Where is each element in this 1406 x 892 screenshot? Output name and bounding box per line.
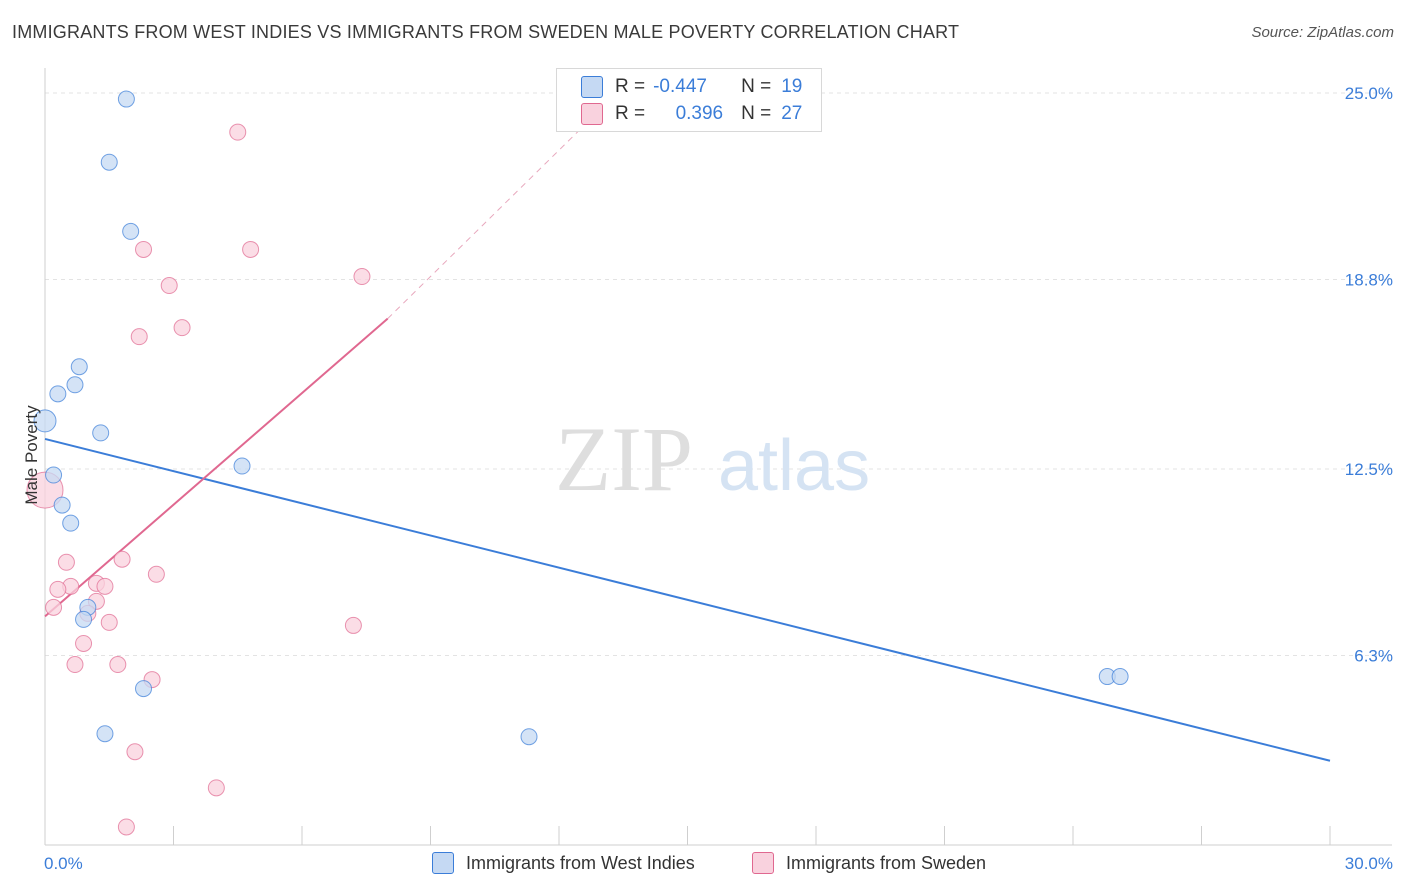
legend-n-value: 27 [781, 103, 803, 124]
y-axis-label: Male Poverty [22, 405, 41, 505]
trend-line-sweden-extension [387, 107, 603, 319]
legend-item-sweden[interactable]: Immigrants from Sweden [752, 852, 986, 874]
point-west-indies [70, 358, 88, 376]
x-tick-label: 30.0% [1345, 854, 1393, 873]
point-sweden [96, 577, 114, 595]
point-sweden [173, 319, 191, 337]
legend-r-label: R = [615, 103, 646, 124]
legend-item-west-indies[interactable]: Immigrants from West Indies [432, 852, 695, 874]
legend-n-label: N = [741, 103, 772, 124]
point-west-indies [100, 153, 118, 171]
legend-n-value: 19 [781, 76, 803, 97]
legend-swatch-pink [752, 852, 774, 874]
stats-legend: R = -0.447 N = 19 R = 0.396 N = 27 [556, 68, 822, 132]
legend-label-west-indies: Immigrants from West Indies [466, 852, 695, 873]
point-sweden [49, 580, 67, 598]
point-west-indies [45, 466, 63, 484]
point-sweden [57, 553, 75, 571]
point-west-indies [92, 424, 110, 442]
point-west-indies [1111, 668, 1129, 686]
point-sweden [130, 328, 148, 346]
point-west-indies [75, 610, 93, 628]
point-sweden [147, 565, 165, 583]
y-tick-label: 18.8% [1345, 271, 1393, 290]
data-points [26, 90, 1129, 836]
point-sweden [75, 634, 93, 652]
axes [44, 68, 1392, 846]
trend-lines [44, 107, 1331, 762]
trend-line-sweden [44, 317, 389, 618]
point-sweden [207, 779, 225, 797]
point-sweden [126, 743, 144, 761]
point-sweden [242, 240, 260, 258]
point-west-indies [49, 385, 67, 403]
legend-swatch-pink [581, 103, 603, 125]
legend-swatch-blue [432, 852, 454, 874]
y-tick-label: 6.3% [1354, 647, 1393, 666]
point-west-indies [53, 496, 71, 514]
legend-r-value: -0.447 [653, 76, 707, 97]
x-tick-label: 0.0% [44, 854, 83, 873]
watermark-zip: ZIP [555, 408, 693, 510]
legend-r-label: R = [615, 76, 646, 97]
point-sweden [229, 123, 247, 141]
series-legend: Immigrants from West Indies Immigrants f… [0, 852, 1406, 878]
chart-title: IMMIGRANTS FROM WEST INDIES VS IMMIGRANT… [12, 22, 960, 42]
legend-label-sweden: Immigrants from Sweden [786, 852, 987, 873]
point-sweden [353, 268, 371, 286]
point-sweden [135, 240, 153, 258]
point-west-indies [520, 728, 538, 746]
point-west-indies [122, 222, 140, 240]
point-west-indies [135, 680, 153, 698]
point-sweden [160, 277, 178, 295]
tick-labels: 6.3% 12.5% 18.8% 25.0% 0.0% 30.0% [44, 84, 1393, 873]
point-sweden [45, 598, 63, 616]
point-sweden [117, 818, 135, 836]
legend-row-sweden: R = 0.396 N = 27 [581, 101, 802, 127]
point-west-indies [96, 725, 114, 743]
point-sweden [66, 656, 84, 674]
point-west-indies [62, 514, 80, 532]
legend-n-label: N = [741, 76, 772, 97]
point-west-indies [33, 409, 57, 433]
source-label: Source: ZipAtlas.com [1251, 24, 1394, 41]
point-west-indies [233, 457, 251, 475]
point-sweden [109, 656, 127, 674]
watermark-atlas: atlas [718, 426, 870, 506]
legend-r-value: 0.396 [675, 103, 724, 124]
point-sweden [113, 550, 131, 568]
point-west-indies [117, 90, 135, 108]
y-tick-label: 25.0% [1345, 84, 1393, 103]
point-west-indies [66, 376, 84, 394]
y-tick-label: 12.5% [1345, 460, 1393, 479]
point-sweden [344, 616, 362, 634]
point-sweden [100, 613, 118, 631]
legend-row-west-indies: R = -0.447 N = 19 [581, 74, 802, 100]
trend-line-west-indies [44, 437, 1331, 762]
legend-swatch-blue [581, 76, 603, 98]
gridlines [45, 92, 1392, 657]
